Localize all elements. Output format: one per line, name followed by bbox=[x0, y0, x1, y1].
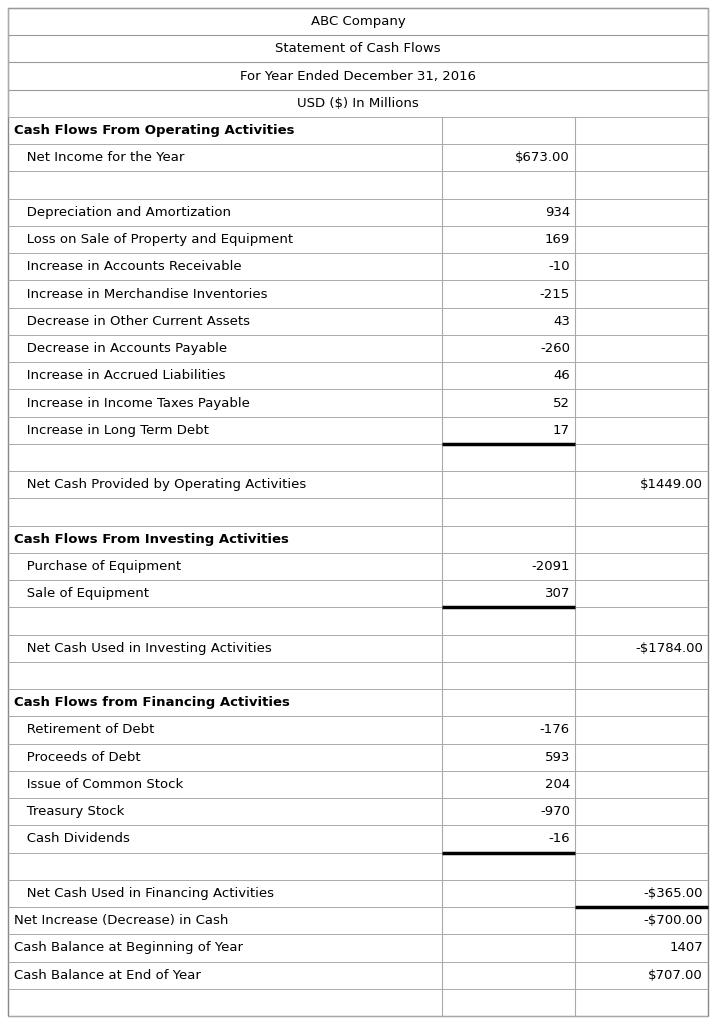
Text: Increase in Long Term Debt: Increase in Long Term Debt bbox=[14, 424, 209, 437]
Text: $673.00: $673.00 bbox=[516, 152, 570, 164]
Text: 52: 52 bbox=[553, 396, 570, 410]
Text: Issue of Common Stock: Issue of Common Stock bbox=[14, 778, 183, 791]
Text: Cash Flows From Operating Activities: Cash Flows From Operating Activities bbox=[14, 124, 294, 137]
Text: Increase in Merchandise Inventories: Increase in Merchandise Inventories bbox=[14, 288, 268, 301]
Text: -176: -176 bbox=[540, 723, 570, 736]
Text: -$1784.00: -$1784.00 bbox=[635, 642, 703, 654]
Text: Depreciation and Amortization: Depreciation and Amortization bbox=[14, 206, 231, 219]
Text: Sale of Equipment: Sale of Equipment bbox=[14, 587, 149, 600]
Text: Net Cash Used in Financing Activities: Net Cash Used in Financing Activities bbox=[14, 887, 274, 900]
Text: 307: 307 bbox=[545, 587, 570, 600]
Text: Net Income for the Year: Net Income for the Year bbox=[14, 152, 185, 164]
Text: Cash Balance at End of Year: Cash Balance at End of Year bbox=[14, 969, 201, 982]
Text: Increase in Accrued Liabilities: Increase in Accrued Liabilities bbox=[14, 370, 226, 382]
Text: Cash Dividends: Cash Dividends bbox=[14, 833, 130, 846]
Text: Loss on Sale of Property and Equipment: Loss on Sale of Property and Equipment bbox=[14, 233, 293, 246]
Text: 1407: 1407 bbox=[669, 941, 703, 954]
Text: For Year Ended December 31, 2016: For Year Ended December 31, 2016 bbox=[240, 70, 476, 83]
Text: Cash Flows from Financing Activities: Cash Flows from Financing Activities bbox=[14, 696, 290, 710]
Text: Net Increase (Decrease) in Cash: Net Increase (Decrease) in Cash bbox=[14, 914, 228, 927]
Text: -260: -260 bbox=[540, 342, 570, 355]
Text: Increase in Accounts Receivable: Increase in Accounts Receivable bbox=[14, 260, 241, 273]
Text: 46: 46 bbox=[553, 370, 570, 382]
Text: Cash Balance at Beginning of Year: Cash Balance at Beginning of Year bbox=[14, 941, 243, 954]
Text: -10: -10 bbox=[548, 260, 570, 273]
Text: Retirement of Debt: Retirement of Debt bbox=[14, 723, 155, 736]
Text: 169: 169 bbox=[545, 233, 570, 246]
Text: USD ($) In Millions: USD ($) In Millions bbox=[297, 97, 419, 110]
Text: -16: -16 bbox=[548, 833, 570, 846]
Text: 17: 17 bbox=[553, 424, 570, 437]
Text: Proceeds of Debt: Proceeds of Debt bbox=[14, 751, 140, 764]
Text: $707.00: $707.00 bbox=[648, 969, 703, 982]
Text: Statement of Cash Flows: Statement of Cash Flows bbox=[275, 42, 441, 55]
Text: Purchase of Equipment: Purchase of Equipment bbox=[14, 560, 181, 573]
Text: 204: 204 bbox=[545, 778, 570, 791]
Text: ABC Company: ABC Company bbox=[311, 15, 405, 28]
Text: -$700.00: -$700.00 bbox=[644, 914, 703, 927]
Text: Decrease in Accounts Payable: Decrease in Accounts Payable bbox=[14, 342, 227, 355]
Text: 43: 43 bbox=[553, 314, 570, 328]
Text: -970: -970 bbox=[540, 805, 570, 818]
Text: Increase in Income Taxes Payable: Increase in Income Taxes Payable bbox=[14, 396, 250, 410]
Text: -215: -215 bbox=[540, 288, 570, 301]
Text: -$365.00: -$365.00 bbox=[644, 887, 703, 900]
Text: Net Cash Used in Investing Activities: Net Cash Used in Investing Activities bbox=[14, 642, 272, 654]
Text: Cash Flows From Investing Activities: Cash Flows From Investing Activities bbox=[14, 532, 289, 546]
Text: Treasury Stock: Treasury Stock bbox=[14, 805, 125, 818]
Text: $1449.00: $1449.00 bbox=[640, 478, 703, 492]
Text: Decrease in Other Current Assets: Decrease in Other Current Assets bbox=[14, 314, 250, 328]
Text: Net Cash Provided by Operating Activities: Net Cash Provided by Operating Activitie… bbox=[14, 478, 306, 492]
Text: 934: 934 bbox=[545, 206, 570, 219]
Text: -2091: -2091 bbox=[531, 560, 570, 573]
Text: 593: 593 bbox=[545, 751, 570, 764]
